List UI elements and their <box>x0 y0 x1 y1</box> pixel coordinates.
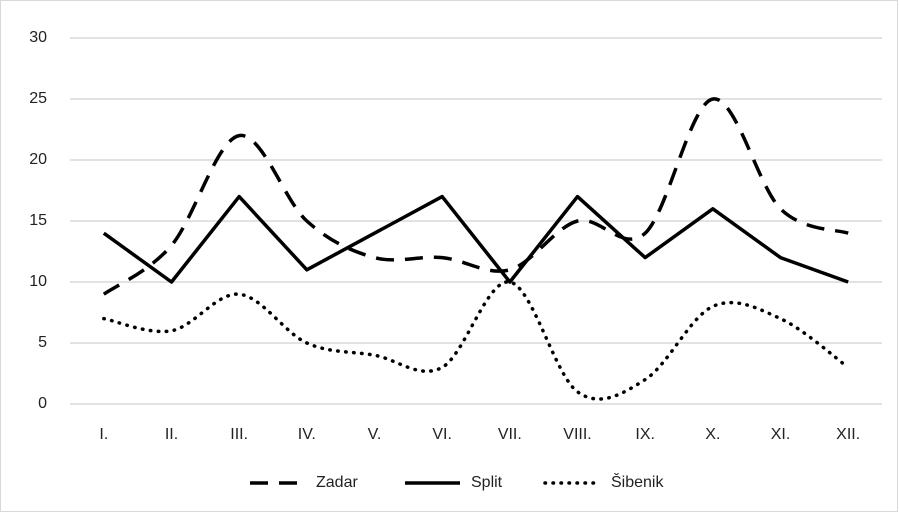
x-tick-label: I. <box>99 426 108 443</box>
x-tick-label: VI. <box>432 426 452 443</box>
x-tick-label: III. <box>230 426 248 443</box>
x-tick-label: IV. <box>298 426 316 443</box>
x-tick-label: XI. <box>771 426 791 443</box>
x-tick-label: VII. <box>498 426 522 443</box>
x-tick-label: VIII. <box>563 426 591 443</box>
x-tick-label: XII. <box>836 426 860 443</box>
y-tick-label: 0 <box>38 395 47 412</box>
x-tick-label: IX. <box>635 426 655 443</box>
y-tick-label: 20 <box>29 151 47 168</box>
legend-label: Šibenik <box>611 472 664 491</box>
line-series <box>102 194 849 284</box>
legend-label: Split <box>471 474 503 491</box>
y-tick-label: 25 <box>29 90 47 107</box>
y-tick-label: 5 <box>38 334 47 351</box>
y-tick-label: 10 <box>29 273 47 290</box>
x-tick-label: II. <box>165 426 178 443</box>
x-tick-label: V. <box>368 426 382 443</box>
x-tick-label: X. <box>705 426 720 443</box>
legend-label: Zadar <box>316 474 358 491</box>
y-tick-label: 15 <box>29 212 47 229</box>
y-tick-label: 30 <box>29 29 47 46</box>
